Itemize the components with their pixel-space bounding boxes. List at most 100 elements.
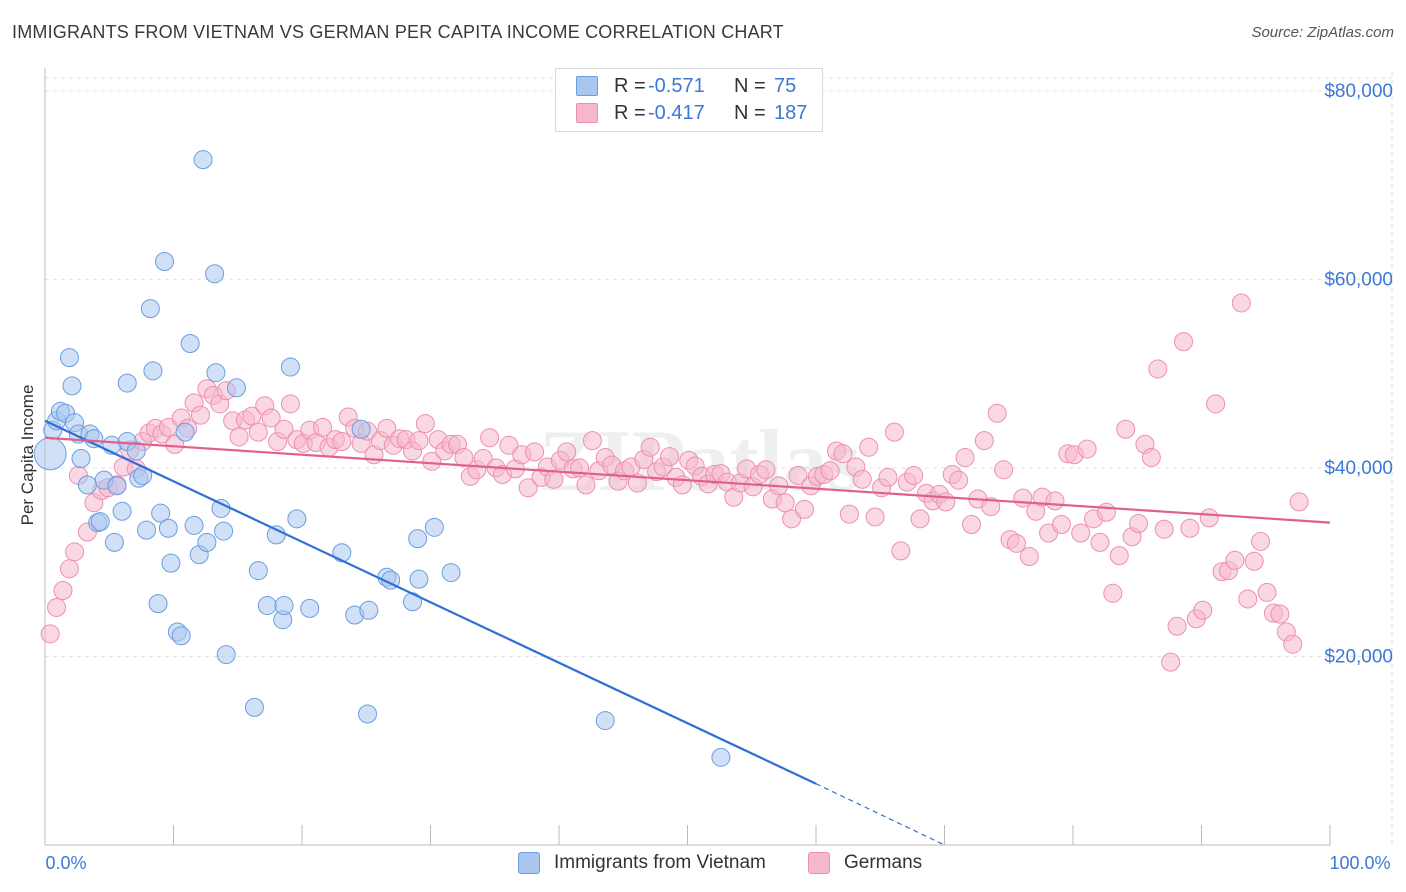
data-point bbox=[1199, 508, 1219, 528]
data-point bbox=[257, 596, 277, 616]
source-label: Source: ZipAtlas.com bbox=[1251, 24, 1394, 41]
data-point bbox=[140, 299, 160, 319]
data-point bbox=[852, 469, 872, 489]
data-point bbox=[313, 417, 333, 437]
data-point bbox=[640, 437, 660, 457]
data-point bbox=[833, 444, 853, 464]
data-point bbox=[1006, 533, 1026, 553]
legend-row-vietnam: R = -0.571 N = 75 bbox=[576, 73, 796, 99]
data-point bbox=[59, 559, 79, 579]
data-point bbox=[214, 521, 234, 541]
data-point bbox=[33, 437, 67, 471]
legend-swatch-blue bbox=[576, 76, 598, 96]
data-point bbox=[112, 501, 132, 521]
y-axis-label: Per Capita Income bbox=[18, 385, 37, 526]
data-point bbox=[994, 460, 1014, 480]
data-point bbox=[756, 460, 776, 480]
data-point bbox=[1289, 492, 1309, 512]
legend-swatch-pink bbox=[576, 103, 598, 123]
data-point bbox=[1045, 491, 1065, 511]
data-point bbox=[287, 509, 307, 529]
data-point bbox=[1148, 359, 1168, 379]
data-point bbox=[1161, 652, 1181, 672]
data-point bbox=[274, 596, 294, 616]
data-point bbox=[878, 467, 898, 487]
data-point bbox=[171, 626, 191, 646]
data-point bbox=[244, 697, 264, 717]
legend-n-value: 187 bbox=[774, 101, 808, 124]
data-point bbox=[332, 543, 352, 563]
legend-n-value: 75 bbox=[774, 74, 797, 97]
data-point bbox=[408, 529, 428, 549]
data-point bbox=[1238, 589, 1258, 609]
data-point bbox=[62, 376, 82, 396]
data-point bbox=[226, 378, 246, 398]
data-point bbox=[1167, 616, 1187, 636]
data-point bbox=[409, 431, 429, 451]
data-point bbox=[143, 361, 163, 381]
bottom-legend-label-vietnam: Immigrants from Vietnam bbox=[554, 852, 766, 873]
data-point bbox=[518, 478, 538, 498]
trend-line-germans bbox=[44, 436, 1331, 524]
bottom-legend-vietnam[interactable]: Immigrants from Vietnam bbox=[518, 852, 766, 874]
data-point bbox=[193, 150, 213, 170]
trend-line-vietnam bbox=[44, 419, 817, 785]
data-point bbox=[1090, 532, 1110, 552]
legend-r-label: R = bbox=[614, 74, 646, 97]
data-point bbox=[104, 532, 124, 552]
legend-r-label: R = bbox=[614, 101, 646, 124]
data-point bbox=[248, 422, 268, 442]
data-point bbox=[280, 394, 300, 414]
data-point bbox=[424, 517, 444, 537]
legend-row-germans: R = -0.417 N = 187 bbox=[576, 100, 807, 126]
data-point bbox=[300, 598, 320, 618]
legend-n-label: N = bbox=[734, 74, 766, 97]
data-point bbox=[117, 373, 137, 393]
data-point bbox=[126, 441, 146, 461]
data-point bbox=[1251, 531, 1271, 551]
data-point bbox=[904, 465, 924, 485]
trend-line-vietnam-extension bbox=[815, 783, 945, 846]
data-point bbox=[1019, 547, 1039, 567]
data-point bbox=[351, 419, 371, 439]
data-point bbox=[248, 561, 268, 581]
data-point bbox=[1206, 394, 1226, 414]
data-point bbox=[987, 403, 1007, 423]
data-point bbox=[525, 442, 545, 462]
data-point bbox=[949, 470, 969, 490]
data-point bbox=[576, 475, 596, 495]
data-point bbox=[40, 624, 60, 644]
data-point bbox=[441, 563, 461, 583]
data-point bbox=[1270, 604, 1290, 624]
data-point bbox=[1193, 600, 1213, 620]
y-tick-label: $60,000 bbox=[1324, 269, 1393, 290]
data-point bbox=[1257, 582, 1277, 602]
data-point bbox=[190, 405, 210, 425]
data-point bbox=[981, 497, 1001, 517]
data-point bbox=[137, 520, 157, 540]
data-point bbox=[891, 541, 911, 561]
bottom-legend-germans[interactable]: Germans bbox=[808, 852, 922, 874]
data-point bbox=[415, 414, 435, 434]
data-point bbox=[280, 357, 300, 377]
data-point bbox=[1109, 546, 1129, 566]
data-point bbox=[1116, 419, 1136, 439]
data-point bbox=[480, 428, 500, 448]
data-point bbox=[53, 580, 73, 600]
data-point bbox=[180, 333, 200, 353]
data-point bbox=[788, 465, 808, 485]
data-point bbox=[910, 509, 930, 529]
data-point bbox=[820, 461, 840, 481]
data-point bbox=[409, 569, 429, 589]
data-point bbox=[1103, 583, 1123, 603]
data-point bbox=[1154, 519, 1174, 539]
data-point bbox=[148, 594, 168, 614]
data-point bbox=[59, 348, 79, 368]
data-point bbox=[499, 435, 519, 455]
data-point bbox=[175, 422, 195, 442]
data-point bbox=[1096, 502, 1116, 522]
data-point bbox=[77, 475, 97, 495]
data-point bbox=[782, 509, 802, 529]
data-point bbox=[974, 431, 994, 451]
data-point bbox=[961, 514, 981, 534]
